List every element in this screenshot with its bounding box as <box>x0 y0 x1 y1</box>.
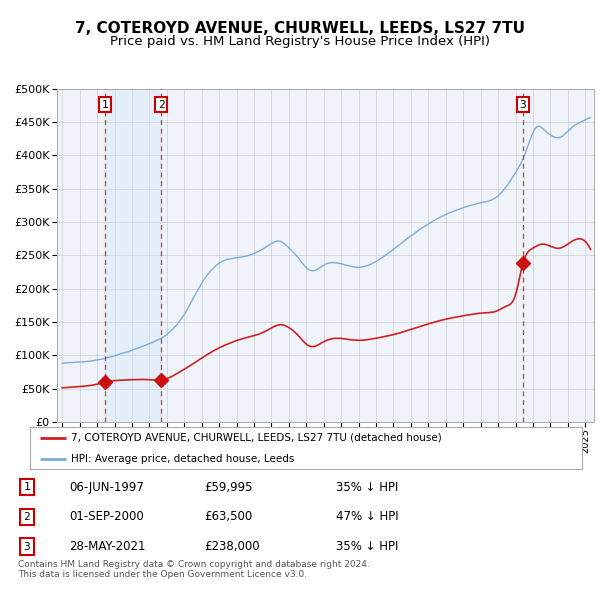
Text: 7, COTEROYD AVENUE, CHURWELL, LEEDS, LS27 7TU: 7, COTEROYD AVENUE, CHURWELL, LEEDS, LS2… <box>75 21 525 35</box>
Text: 7, COTEROYD AVENUE, CHURWELL, LEEDS, LS27 7TU (detached house): 7, COTEROYD AVENUE, CHURWELL, LEEDS, LS2… <box>71 432 442 442</box>
Text: £63,500: £63,500 <box>204 510 252 523</box>
Text: Contains HM Land Registry data © Crown copyright and database right 2024.
This d: Contains HM Land Registry data © Crown c… <box>18 560 370 579</box>
Text: 2: 2 <box>23 512 31 522</box>
Text: 47% ↓ HPI: 47% ↓ HPI <box>336 510 398 523</box>
Text: Price paid vs. HM Land Registry's House Price Index (HPI): Price paid vs. HM Land Registry's House … <box>110 35 490 48</box>
Text: 3: 3 <box>23 542 31 552</box>
Text: 2: 2 <box>158 100 164 110</box>
Text: 35% ↓ HPI: 35% ↓ HPI <box>336 540 398 553</box>
Text: 28-MAY-2021: 28-MAY-2021 <box>69 540 146 553</box>
Text: HPI: Average price, detached house, Leeds: HPI: Average price, detached house, Leed… <box>71 454 295 464</box>
Text: 01-SEP-2000: 01-SEP-2000 <box>69 510 144 523</box>
Bar <box>105 88 161 422</box>
Text: 1: 1 <box>101 100 108 110</box>
Text: 06-JUN-1997: 06-JUN-1997 <box>69 480 144 493</box>
Text: £238,000: £238,000 <box>204 540 260 553</box>
Text: 3: 3 <box>520 100 526 110</box>
Text: £59,995: £59,995 <box>204 480 253 493</box>
Text: 1: 1 <box>23 482 31 492</box>
Text: 35% ↓ HPI: 35% ↓ HPI <box>336 480 398 493</box>
